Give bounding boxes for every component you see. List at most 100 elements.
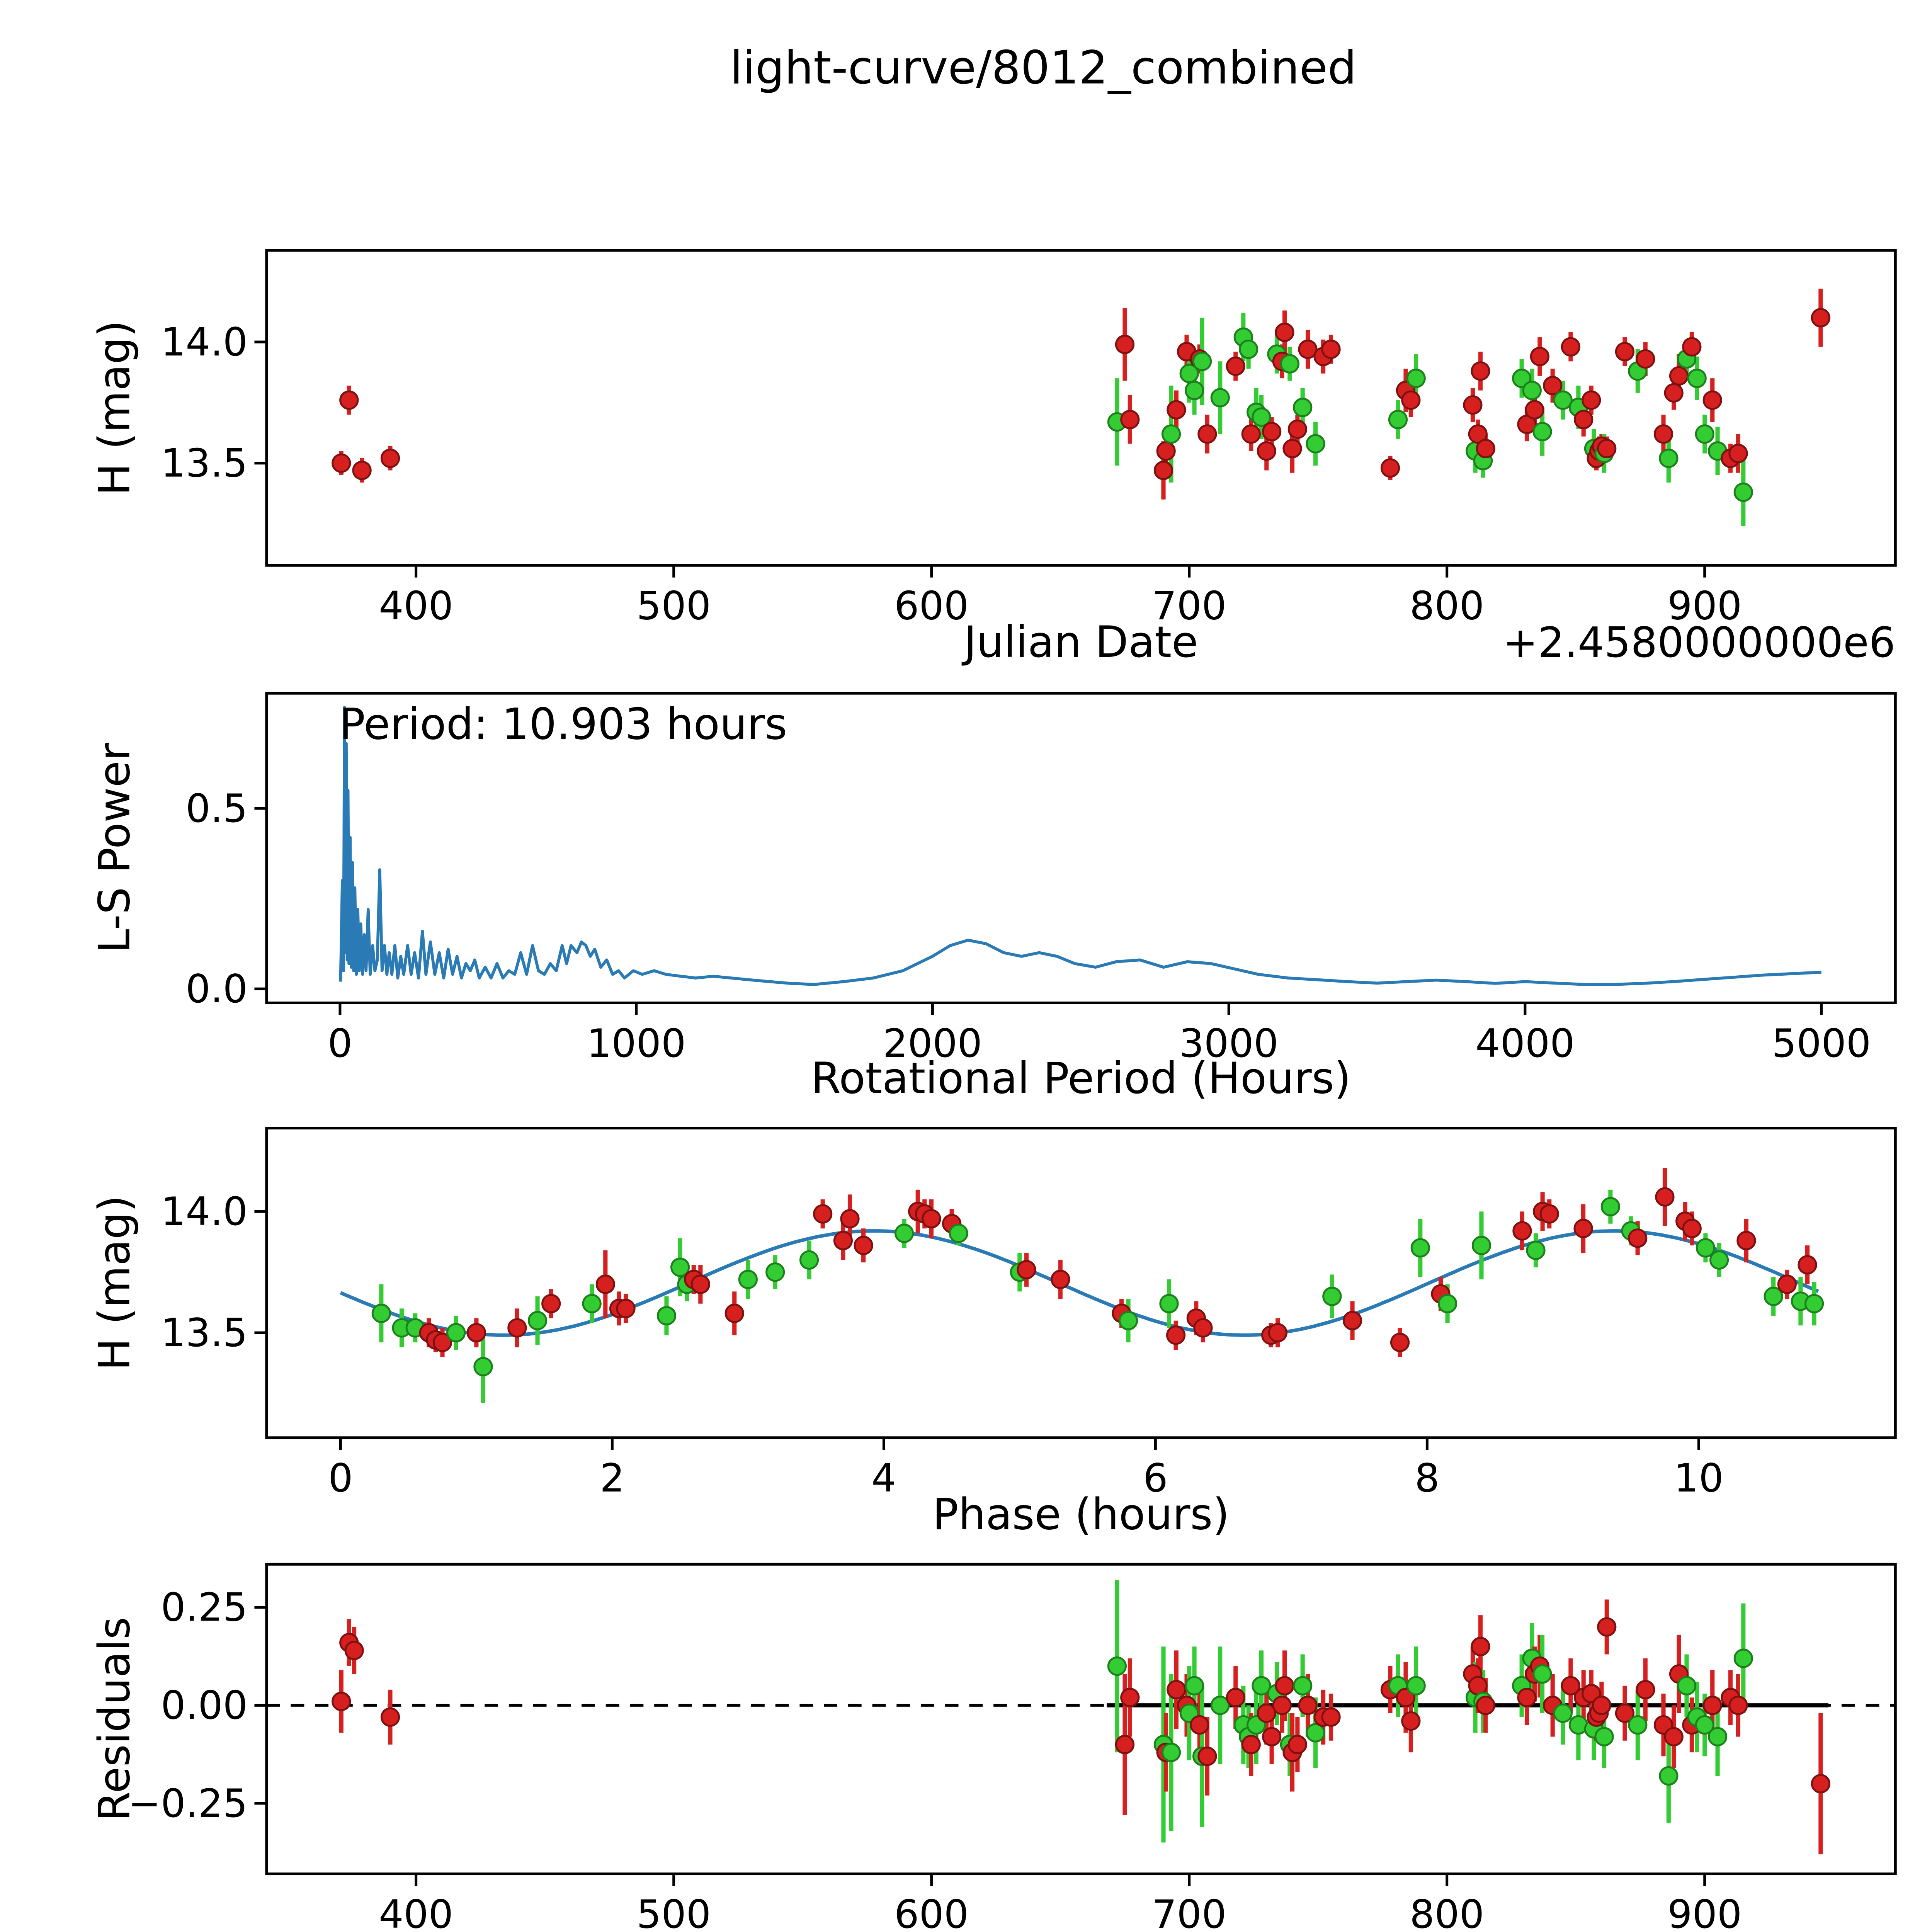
data-point xyxy=(1293,398,1313,417)
data-point xyxy=(1594,1727,1614,1747)
data-point xyxy=(1159,1294,1179,1313)
data-point xyxy=(352,461,372,480)
x-tick-label: 500 xyxy=(636,1891,711,1932)
data-point xyxy=(1262,1727,1282,1747)
data-point xyxy=(1193,1318,1213,1338)
data-point xyxy=(1628,1228,1648,1248)
data-point xyxy=(922,1209,941,1229)
data-point xyxy=(1709,1250,1729,1270)
data-point xyxy=(1764,1286,1783,1306)
data-point xyxy=(1561,1676,1580,1696)
data-point xyxy=(1702,1696,1722,1715)
data-point xyxy=(765,1262,785,1282)
data-point xyxy=(1677,1676,1697,1696)
data-point xyxy=(1275,322,1294,342)
lightcurve-xlabel: Julian Date xyxy=(961,617,1198,667)
data-point xyxy=(1184,1676,1204,1696)
y-tick-label: 0.5 xyxy=(185,786,248,831)
data-point xyxy=(1655,1187,1675,1207)
data-point xyxy=(1463,395,1483,415)
data-point xyxy=(1166,1325,1186,1345)
data-point xyxy=(1553,1703,1573,1723)
data-point xyxy=(1275,1676,1294,1696)
data-point xyxy=(1695,1715,1714,1735)
data-point xyxy=(1401,390,1421,410)
data-point xyxy=(833,1231,853,1250)
y-tick-label: 13.5 xyxy=(161,440,248,486)
data-point xyxy=(738,1269,758,1289)
data-point xyxy=(432,1333,452,1352)
data-point xyxy=(1522,381,1542,400)
data-point xyxy=(1321,339,1341,359)
data-point xyxy=(1682,1219,1702,1238)
axes-spines xyxy=(265,1563,1897,1876)
data-point xyxy=(1636,349,1655,369)
data-point xyxy=(1179,364,1199,383)
data-point xyxy=(1226,1688,1245,1708)
data-point xyxy=(1115,1735,1135,1754)
data-point xyxy=(813,1204,833,1224)
data-point xyxy=(1512,1221,1532,1241)
data-point xyxy=(894,1223,914,1243)
data-point xyxy=(1197,1747,1217,1766)
data-point xyxy=(1525,400,1544,420)
residuals-ylabel: Residuals xyxy=(90,1617,139,1821)
periodogram-annotation: Period: 10.903 hours xyxy=(339,700,787,750)
data-point xyxy=(1197,424,1217,444)
data-point xyxy=(1322,1286,1342,1306)
data-point xyxy=(949,1223,968,1243)
panel-phased: 0 2 4 6 8 10 13.5 14.0 xyxy=(161,1127,1897,1501)
data-point xyxy=(1239,339,1259,359)
y-tick-label: 0.25 xyxy=(161,1585,248,1630)
data-point xyxy=(1257,441,1276,461)
periodogram-data-area xyxy=(339,706,1821,986)
x-tick-label: 0 xyxy=(328,1455,353,1501)
x-tick-label: 8 xyxy=(1415,1455,1439,1501)
data-point xyxy=(1252,407,1271,427)
data-point xyxy=(1615,1703,1635,1723)
data-point xyxy=(595,1274,615,1294)
data-point xyxy=(1192,352,1212,371)
data-point xyxy=(339,390,359,410)
x-tick-label: 600 xyxy=(894,583,969,629)
data-point xyxy=(1597,1617,1617,1637)
data-point xyxy=(507,1318,527,1338)
x-tick-label: 4 xyxy=(871,1455,896,1501)
x-tick-label: 500 xyxy=(636,583,711,629)
data-point xyxy=(1561,337,1580,357)
data-point xyxy=(1539,1204,1559,1224)
data-point xyxy=(1390,1333,1410,1352)
residuals-xlabel: Julian Date xyxy=(961,1926,1198,1932)
data-point xyxy=(1406,369,1426,388)
data-point xyxy=(1268,1323,1287,1343)
data-point xyxy=(527,1311,548,1330)
y-tick-label: 14.0 xyxy=(161,1189,248,1234)
data-point xyxy=(1653,424,1673,444)
phased-ylabel: H (mag) xyxy=(90,1195,139,1371)
data-point xyxy=(1210,1696,1230,1715)
x-tick-label: 800 xyxy=(1410,1891,1484,1932)
data-point xyxy=(1476,439,1495,459)
data-point xyxy=(1811,308,1830,328)
data-point xyxy=(1532,1664,1552,1684)
x-tick-label: 2000 xyxy=(883,1020,982,1066)
data-point xyxy=(1682,337,1702,357)
fit-curve xyxy=(340,1229,1819,1337)
data-point xyxy=(1107,1656,1127,1676)
data-point xyxy=(1051,1269,1070,1289)
data-point xyxy=(1728,444,1748,463)
data-point xyxy=(1471,361,1490,381)
x-tick-label: 5000 xyxy=(1772,1020,1871,1066)
phased-xlabel: Phase (hours) xyxy=(932,1490,1230,1540)
x-tick-label: 700 xyxy=(1152,583,1226,629)
data-point xyxy=(1388,410,1408,429)
x-tick-label: 6 xyxy=(1143,1455,1168,1501)
data-point xyxy=(1696,1238,1715,1258)
data-point xyxy=(1695,424,1714,444)
data-point xyxy=(1517,1688,1537,1708)
data-point xyxy=(332,1692,351,1711)
data-point xyxy=(670,1257,690,1277)
data-point xyxy=(1777,1274,1797,1294)
x-tick-label: 900 xyxy=(1667,1891,1742,1932)
x-tick-label: 400 xyxy=(379,1891,453,1932)
